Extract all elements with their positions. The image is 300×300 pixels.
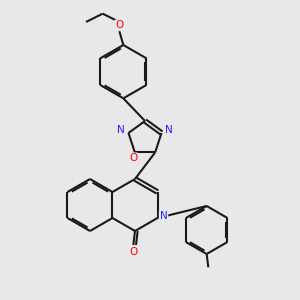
Text: O: O xyxy=(129,153,137,164)
Text: O: O xyxy=(129,247,137,257)
Text: N: N xyxy=(165,125,173,135)
Text: O: O xyxy=(115,20,124,30)
Text: N: N xyxy=(117,125,125,135)
Text: N: N xyxy=(160,211,167,221)
